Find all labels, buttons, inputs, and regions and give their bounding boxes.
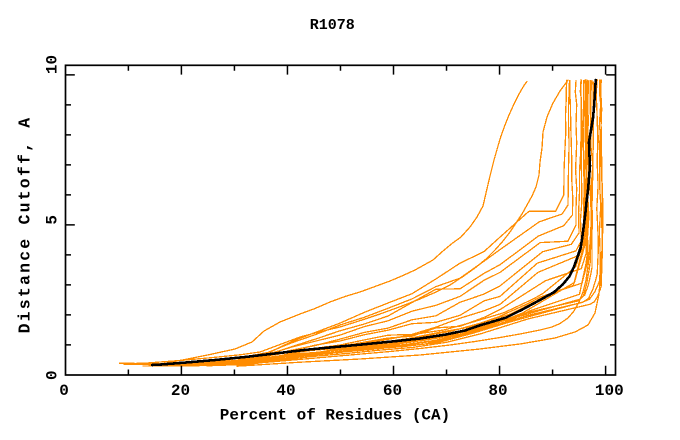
svg-text:Percent of Residues (CA): Percent of Residues (CA) [220,407,450,425]
svg-text:10: 10 [44,55,62,74]
svg-text:R1078: R1078 [310,17,355,34]
svg-text:80: 80 [488,382,507,400]
svg-text:0: 0 [44,370,62,380]
svg-text:40: 40 [276,382,295,400]
svg-text:60: 60 [383,382,402,400]
svg-text:100: 100 [595,382,624,400]
svg-text:5: 5 [44,215,62,225]
svg-text:0: 0 [59,382,69,400]
svg-text:Distance Cutoff, A: Distance Cutoff, A [16,116,35,334]
svg-text:20: 20 [171,382,190,400]
